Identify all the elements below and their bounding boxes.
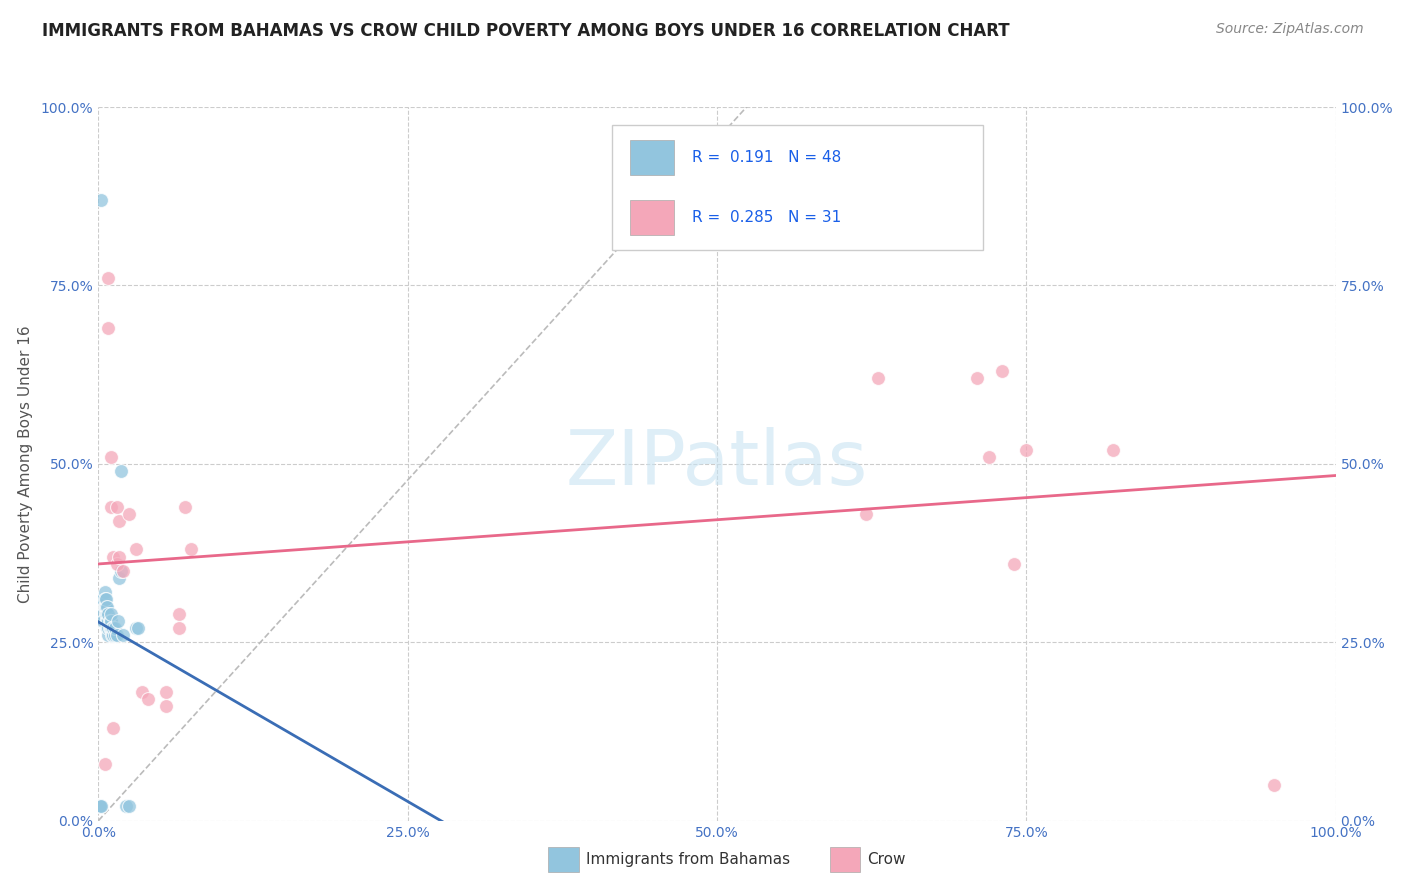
FancyBboxPatch shape (630, 140, 673, 175)
Point (103, 621, 125, 635)
Point (97, 621, 120, 635)
Point (108, 514, 131, 528)
Point (966, 371, 988, 385)
FancyBboxPatch shape (630, 200, 673, 235)
Point (91, 592, 114, 607)
Point (112, 564, 135, 578)
Point (108, 549, 131, 564)
Text: Immigrants from Bahamas: Immigrants from Bahamas (586, 853, 790, 867)
Point (124, 621, 146, 635)
Point (96, 614, 118, 628)
Point (131, 685, 153, 699)
Point (94, 607, 117, 621)
Point (100, 500, 122, 514)
Point (93, 599, 115, 614)
Point (89, 799, 111, 814)
Point (103, 721, 125, 735)
Point (93, 607, 115, 621)
Point (167, 621, 190, 635)
Text: ZIPatlas: ZIPatlas (565, 427, 869, 500)
Point (100, 621, 122, 635)
Point (105, 628, 128, 642)
Point (94, 599, 117, 614)
Point (103, 628, 125, 642)
Point (90, 799, 112, 814)
Point (180, 542, 202, 557)
Point (98, 614, 121, 628)
Point (96, 599, 118, 614)
Point (990, 364, 1012, 378)
Point (93, 756, 115, 771)
Point (93, 585, 115, 599)
Point (94, 592, 117, 607)
Point (90, 799, 112, 814)
Point (127, 621, 149, 635)
Point (118, 507, 141, 521)
Point (103, 628, 125, 642)
Text: IMMIGRANTS FROM BAHAMAS VS CROW CHILD POVERTY AMONG BOYS UNDER 16 CORRELATION CH: IMMIGRANTS FROM BAHAMAS VS CROW CHILD PO… (42, 22, 1010, 40)
Point (114, 799, 136, 814)
Point (97, 614, 120, 628)
Point (866, 371, 889, 385)
Point (93, 614, 115, 628)
Point (101, 628, 124, 642)
Point (97, 628, 120, 642)
Point (97, 321, 120, 335)
Point (1263, 778, 1285, 792)
Point (1102, 442, 1125, 457)
Point (174, 500, 197, 514)
Point (124, 542, 146, 557)
Point (100, 614, 122, 628)
Point (97, 271, 120, 285)
Text: Crow: Crow (868, 853, 905, 867)
Point (155, 699, 177, 714)
Point (155, 685, 177, 699)
Point (110, 564, 132, 578)
Point (1002, 557, 1025, 571)
Point (979, 450, 1001, 464)
Point (100, 614, 122, 628)
Point (94, 599, 117, 614)
Point (98, 621, 121, 635)
Point (105, 500, 128, 514)
Point (112, 628, 135, 642)
Point (1015, 442, 1038, 457)
Point (97, 607, 120, 621)
Point (105, 557, 128, 571)
Point (93, 592, 115, 607)
Point (100, 621, 122, 635)
Point (101, 621, 124, 635)
Point (89, 799, 111, 814)
Point (100, 450, 122, 464)
Point (100, 607, 122, 621)
Text: R =  0.285   N = 31: R = 0.285 N = 31 (692, 210, 842, 225)
Point (136, 692, 159, 706)
Point (96, 607, 118, 621)
Point (110, 464, 132, 478)
Point (118, 799, 141, 814)
Text: Source: ZipAtlas.com: Source: ZipAtlas.com (1216, 22, 1364, 37)
Text: R =  0.191   N = 48: R = 0.191 N = 48 (692, 150, 842, 165)
Point (103, 621, 125, 635)
Point (107, 614, 129, 628)
Y-axis label: Child Poverty Among Boys Under 16: Child Poverty Among Boys Under 16 (18, 325, 32, 603)
Point (93, 592, 115, 607)
Point (167, 607, 190, 621)
Point (90, 193, 112, 207)
FancyBboxPatch shape (612, 125, 983, 250)
Point (855, 507, 877, 521)
Point (96, 621, 118, 635)
Point (103, 549, 125, 564)
Point (108, 571, 131, 585)
Point (96, 614, 118, 628)
